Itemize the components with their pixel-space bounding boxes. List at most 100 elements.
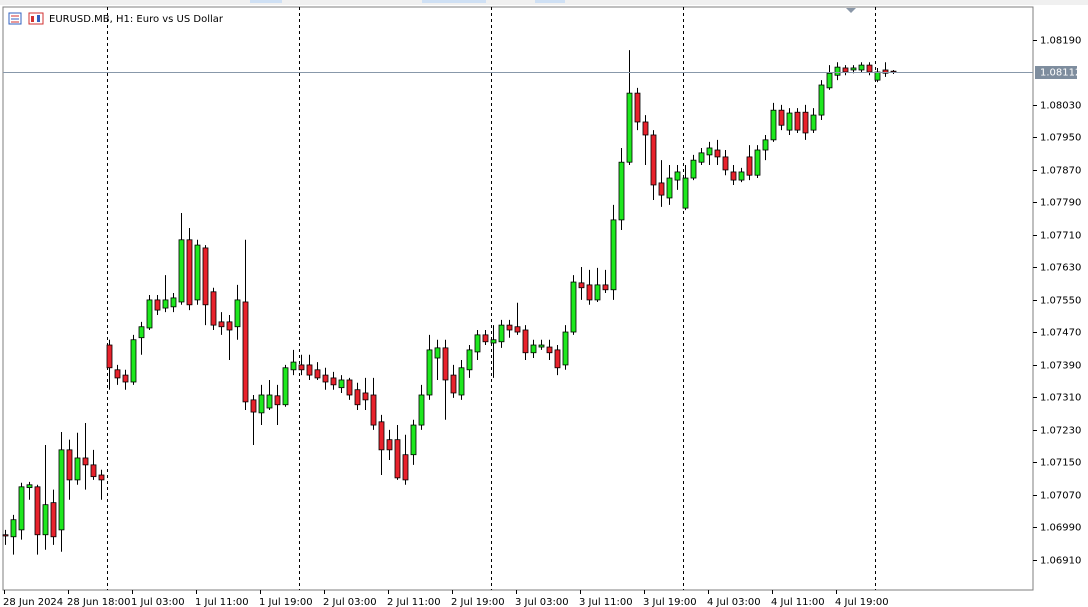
candle-body (778, 109, 785, 126)
candle-body (290, 361, 297, 371)
x-tick-label: 2 Jul 03:00 (323, 597, 377, 607)
x-tick-label: 2 Jul 19:00 (451, 597, 505, 607)
tab (250, 0, 282, 3)
candle-body (850, 67, 857, 71)
candle-body (354, 389, 361, 406)
candle-body (626, 92, 633, 163)
candle-body (538, 344, 545, 348)
candle-body (34, 486, 41, 536)
candle-body (234, 299, 241, 328)
candle-body (866, 64, 873, 73)
candle-body (242, 301, 249, 403)
chart-title: EURUSD.MB, H1: Euro vs US Dollar (49, 14, 224, 25)
candle-body (18, 486, 25, 531)
candle-body (42, 504, 49, 536)
candle-body (26, 484, 33, 489)
x-tick-label: 1 Jul 11:00 (195, 597, 249, 607)
x-tick-label: 28 Jun 18:00 (67, 597, 131, 607)
candle-body (642, 121, 649, 136)
y-tick-label: 1.07870 (1040, 166, 1081, 177)
x-tick-label: 3 Jul 03:00 (515, 597, 569, 607)
candle-body (618, 161, 625, 221)
y-tick-label: 1.07390 (1040, 361, 1081, 372)
candle-body (634, 92, 641, 123)
candle-body (546, 346, 553, 354)
candle-body (826, 72, 833, 89)
y-tick-label: 1.07310 (1040, 393, 1081, 404)
candle-body (738, 171, 745, 181)
current-price-label: 1.08112 (1040, 68, 1081, 79)
candle-body (66, 449, 73, 481)
candle-body (706, 147, 713, 156)
candle-body (378, 421, 385, 451)
y-tick-label: 1.07710 (1040, 231, 1081, 242)
x-tick-label: 1 Jul 19:00 (259, 597, 313, 607)
candle-body (842, 67, 849, 73)
candle-body (490, 339, 497, 344)
candle-body (658, 182, 665, 196)
candle-body (474, 334, 481, 353)
y-tick-label: 1.07630 (1040, 263, 1081, 274)
icon (37, 15, 40, 22)
candle-body (442, 347, 449, 381)
candle-body (330, 377, 337, 386)
candle-body (458, 367, 465, 396)
tab (535, 0, 565, 3)
candle-body (530, 344, 537, 354)
candle-body (858, 64, 865, 71)
candle-body (874, 71, 881, 81)
candle-body (98, 474, 105, 481)
y-tick-label: 1.07950 (1040, 133, 1081, 144)
y-tick-label: 1.07230 (1040, 426, 1081, 437)
candle-body (338, 379, 345, 389)
x-tick-label: 4 Jul 03:00 (707, 597, 761, 607)
candle-body (802, 111, 809, 134)
candle-body (322, 374, 329, 383)
candle-body (74, 457, 81, 481)
y-tick-label: 1.06990 (1040, 523, 1081, 534)
candle-body (818, 84, 825, 116)
tab (422, 0, 486, 3)
candle-body (586, 284, 593, 301)
y-tick-label: 1.07790 (1040, 198, 1081, 209)
candle-body (2, 534, 9, 537)
candle-body (834, 66, 841, 76)
candle-body (226, 321, 233, 331)
candle-body (298, 364, 305, 371)
candle-body (106, 344, 113, 369)
candle-body (554, 349, 561, 369)
candle-body (690, 159, 697, 179)
candle-body (466, 349, 473, 371)
candle-body (266, 394, 273, 409)
candle-body (274, 395, 281, 406)
candle-body (346, 379, 353, 396)
candle-body (666, 177, 673, 199)
candle-body (306, 364, 313, 376)
candle-body (482, 334, 489, 343)
candle-body (122, 374, 129, 383)
candle-body (754, 149, 761, 176)
y-tick-label: 1.08190 (1040, 36, 1081, 47)
candle-body (698, 152, 705, 163)
y-tick-label: 1.07550 (1040, 296, 1081, 307)
x-tick-label: 1 Jul 03:00 (131, 597, 185, 607)
y-tick-label: 1.07470 (1040, 328, 1081, 339)
candle-body (114, 369, 121, 379)
candle-body (218, 321, 225, 328)
candle-body (770, 109, 777, 141)
y-tick-label: 1.06910 (1040, 556, 1081, 567)
symbol-icons (8, 12, 44, 25)
candle-body (794, 111, 801, 131)
candle-body (210, 291, 217, 326)
candle-body (498, 324, 505, 343)
candle-body (82, 457, 89, 466)
candle-body (882, 69, 889, 74)
candle-body (58, 449, 65, 531)
shift-marker (846, 8, 856, 13)
candle-body (138, 326, 145, 339)
candle-body (434, 347, 441, 359)
candle-body (386, 439, 393, 451)
candle-body (402, 454, 409, 481)
icon (28, 12, 44, 25)
day-separators (107, 7, 876, 590)
